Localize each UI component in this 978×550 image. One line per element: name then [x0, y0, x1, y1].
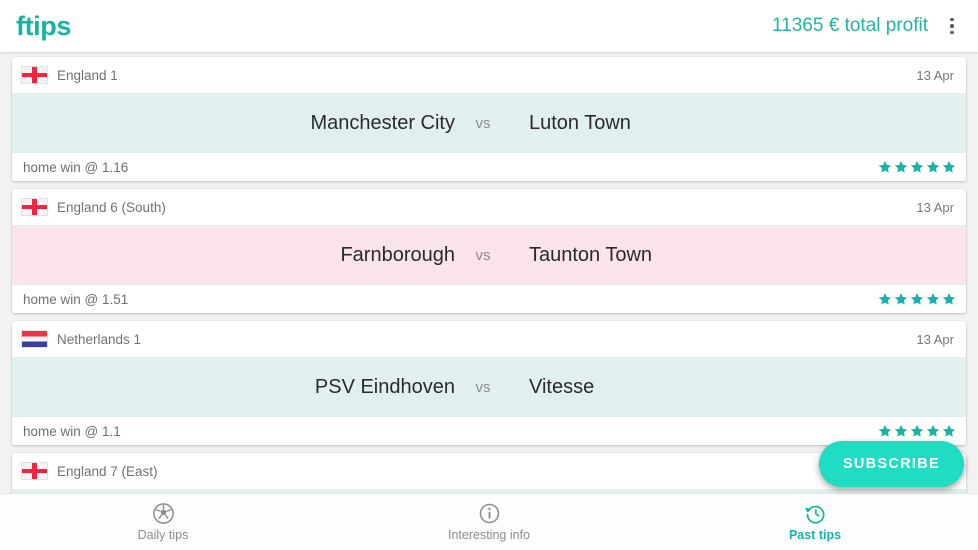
tip-card[interactable]: England 6 (South) 13 Apr Farnborough vs Taun… [12, 189, 966, 313]
home-team-name: Manchester City [310, 111, 456, 134]
bet-selection-odds: home win @ 1.16 [23, 159, 129, 175]
league-label: Netherlands 1 [57, 331, 142, 347]
vs-separator: vs [475, 114, 491, 132]
bet-row: home win @ 1.16 [12, 153, 966, 181]
nav-item-past-tips[interactable]: Past tips [652, 494, 978, 550]
confidence-rating [878, 160, 956, 174]
match-row: PSV Eindhoven vs Vitesse [12, 357, 966, 417]
app-logo: ftips [16, 10, 71, 41]
nav-item-label: Daily tips [137, 528, 189, 542]
history-restore-icon [804, 505, 824, 524]
total-profit-label: 11365 € total profit [772, 15, 928, 36]
confidence-rating [878, 424, 956, 438]
tip-card-header: Netherlands 1 13 Apr [12, 321, 966, 357]
england-flag-icon [21, 198, 48, 216]
tip-card-header: England 6 (South) 13 Apr [12, 189, 966, 225]
nav-item-interesting-info[interactable]: Interesting info [326, 494, 652, 550]
league-label: England 7 (East) [57, 463, 158, 479]
star-icon [942, 292, 956, 305]
overflow-dot [950, 17, 954, 22]
vs-separator: vs [475, 246, 491, 264]
tip-card[interactable]: England 1 13 Apr Manchester City vs Luton To… [12, 57, 966, 181]
star-icon [878, 292, 892, 305]
match-row: Farnborough vs Taunton Town [12, 225, 966, 285]
nav-item-daily-tips[interactable]: Daily tips [0, 494, 326, 550]
away-team-name: Vitesse [529, 375, 595, 398]
overflow-dot [950, 24, 954, 28]
star-icon [878, 424, 892, 437]
bet-row: home win @ 1.51 [12, 285, 966, 313]
star-icon [910, 292, 924, 305]
england-flag-icon [21, 462, 48, 480]
match-row: Manchester City vs Luton Town [12, 93, 966, 153]
tip-card-header: England 1 13 Apr [12, 57, 966, 93]
star-icon [910, 160, 924, 173]
league-label: England 6 (South) [57, 199, 166, 215]
bet-row: home win @ 1.1 [12, 417, 966, 445]
match-date: 13 Apr [916, 67, 954, 83]
match-date: 13 Apr [916, 331, 954, 347]
star-icon [894, 424, 908, 437]
tip-card[interactable]: England 7 (East) vs [12, 453, 966, 493]
star-icon [894, 292, 908, 305]
past-tips-list[interactable]: England 1 13 Apr Manchester City vs Luton To… [0, 52, 978, 493]
tip-card[interactable]: Netherlands 1 13 Apr PSV Eindhoven vs Vitess… [12, 321, 966, 445]
bet-selection-odds: home win @ 1.1 [23, 423, 121, 439]
app-bar: ftips 11365 € total profit [0, 0, 978, 52]
bottom-navigation: Daily tips Interesting info Past tips [0, 493, 978, 550]
nav-item-label: Interesting info [448, 528, 530, 542]
star-icon [926, 160, 940, 173]
away-team-name: Taunton Town [529, 243, 653, 266]
match-row: vs [12, 489, 966, 493]
away-team-name: Luton Town [529, 111, 631, 134]
vs-separator: vs [475, 378, 491, 396]
info-circle-icon [479, 503, 499, 524]
match-date: 13 Apr [916, 199, 954, 215]
star-icon [942, 160, 956, 173]
soccer-ball-icon [152, 503, 174, 524]
star-icon [926, 424, 940, 437]
overflow-dot [950, 30, 954, 35]
overflow-menu-icon[interactable] [940, 9, 964, 43]
confidence-rating [878, 292, 956, 306]
star-icon [878, 160, 892, 173]
star-icon [910, 424, 924, 437]
star-icon [942, 424, 956, 437]
tip-card-header: England 7 (East) [12, 453, 966, 489]
home-team-name: Farnborough [340, 243, 455, 266]
england-flag-icon [21, 66, 48, 84]
home-team-name: PSV Eindhoven [314, 375, 455, 398]
star-icon [894, 160, 908, 173]
subscribe-button[interactable]: SUBSCRIBE [818, 441, 964, 487]
netherlands-flag-icon [21, 330, 48, 348]
bet-selection-odds: home win @ 1.51 [23, 291, 129, 307]
league-label: England 1 [57, 67, 118, 83]
nav-item-label: Past tips [788, 528, 842, 542]
star-icon [926, 292, 940, 305]
